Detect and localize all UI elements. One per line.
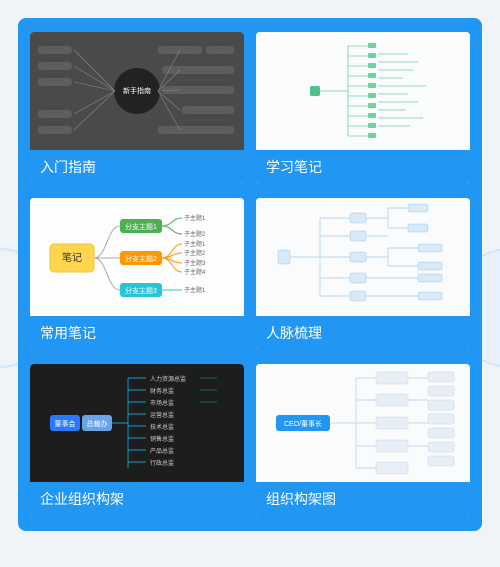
svg-text:行政总监: 行政总监: [150, 459, 174, 467]
template-card-org-chart[interactable]: CEO/董事长 组织构架图: [256, 364, 470, 516]
svg-text:董事会: 董事会: [55, 419, 76, 428]
svg-text:总裁办: 总裁办: [87, 419, 108, 428]
thumb-blue-tree: [256, 198, 470, 316]
svg-text:分支主题2: 分支主题2: [125, 254, 157, 263]
svg-text:运营总监: 运营总监: [150, 411, 174, 419]
radial-lines-icon: [30, 32, 244, 150]
svg-text:子主题3: 子主题3: [184, 259, 206, 267]
card-title: 组织构架图: [256, 482, 470, 516]
svg-text:子主题1: 子主题1: [184, 214, 206, 222]
green-tree-icon: [258, 32, 468, 150]
svg-text:技术总监: 技术总监: [150, 423, 174, 431]
svg-text:财务总监: 财务总监: [150, 387, 174, 395]
thumb-org-dark: 董事会 总裁办 人力资源总监 财务总监 市场总监 运营总监 技术总监 销售总监 …: [30, 364, 244, 482]
svg-text:分支主题3: 分支主题3: [125, 286, 157, 295]
card-title: 企业组织构架: [30, 482, 244, 516]
org-dark-icon: 董事会 总裁办 人力资源总监 财务总监 市场总监 运营总监 技术总监 销售总监 …: [32, 364, 242, 482]
notes-map-icon: 笔记 分支主题1 子主题1 子主题2 分支主题2: [32, 198, 242, 316]
svg-text:子主题2: 子主题2: [184, 249, 206, 257]
org-light-icon: CEO/董事长: [258, 364, 468, 482]
template-grid: 新手指南: [18, 18, 482, 531]
svg-text:市场总监: 市场总监: [150, 399, 174, 407]
template-card-intro-guide[interactable]: 新手指南: [30, 32, 244, 184]
template-card-enterprise-org[interactable]: 董事会 总裁办 人力资源总监 财务总监 市场总监 运营总监 技术总监 销售总监 …: [30, 364, 244, 516]
template-card-contacts[interactable]: 人脉梳理: [256, 198, 470, 350]
svg-text:人力资源总监: 人力资源总监: [150, 375, 186, 383]
thumb-org-light: CEO/董事长: [256, 364, 470, 482]
blue-tree-icon: [258, 198, 468, 316]
svg-text:销售总监: 销售总监: [150, 435, 174, 443]
svg-text:产品总监: 产品总监: [150, 447, 174, 455]
svg-text:笔记: 笔记: [62, 251, 82, 264]
svg-text:分支主题1: 分支主题1: [125, 222, 157, 231]
thumb-green-tree: [256, 32, 470, 150]
template-card-study-notes[interactable]: 学习笔记: [256, 32, 470, 184]
svg-text:CEO/董事长: CEO/董事长: [284, 419, 322, 428]
svg-text:子主题2: 子主题2: [184, 230, 206, 238]
card-title: 人脉梳理: [256, 316, 470, 350]
svg-text:子主题1: 子主题1: [184, 286, 206, 294]
svg-text:子主题1: 子主题1: [184, 240, 206, 248]
thumb-dark-radial: 新手指南: [30, 32, 244, 150]
thumb-notes-map: 笔记 分支主题1 子主题1 子主题2 分支主题2: [30, 198, 244, 316]
template-card-common-notes[interactable]: 笔记 分支主题1 子主题1 子主题2 分支主题2: [30, 198, 244, 350]
card-title: 入门指南: [30, 150, 244, 184]
svg-text:子主题4: 子主题4: [184, 268, 206, 276]
card-title: 学习笔记: [256, 150, 470, 184]
card-title: 常用笔记: [30, 316, 244, 350]
